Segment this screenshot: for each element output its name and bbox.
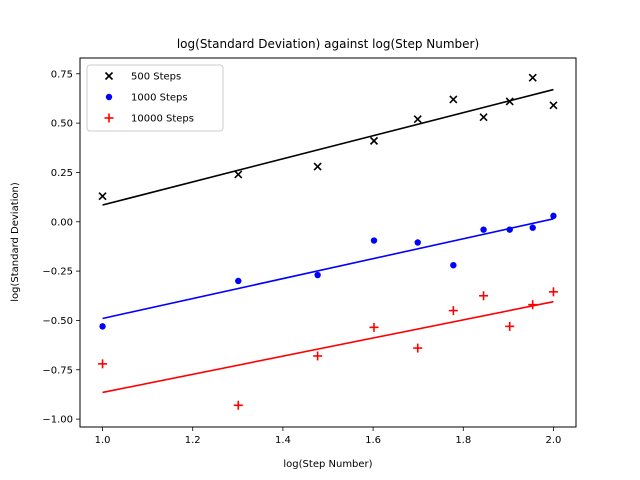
data-point <box>550 212 557 220</box>
legend-label: 1000 Steps <box>131 93 188 104</box>
fit-line <box>102 300 554 394</box>
series-2 <box>99 212 557 330</box>
data-point <box>370 237 378 244</box>
x-tick-label: 1.8 <box>455 435 471 446</box>
y-tick-label: −0.50 <box>42 316 73 327</box>
data-point <box>99 323 106 330</box>
data-point <box>449 95 458 104</box>
legend-marker <box>104 71 114 81</box>
data-point <box>369 322 379 332</box>
chart-title: log(Standard Deviation) against log(Step… <box>177 37 479 51</box>
legend-marker <box>105 93 113 101</box>
data-point <box>479 113 488 122</box>
data-point <box>505 321 515 331</box>
data-point <box>313 351 323 361</box>
fit-line <box>102 218 554 320</box>
legend-marker <box>104 113 114 123</box>
series-3 <box>98 287 558 410</box>
data-point <box>369 136 379 145</box>
x-axis: 1.0 1.2 1.4 1.6 1.8 2.0 <box>95 427 562 446</box>
data-point <box>313 162 322 171</box>
legend: 500 Steps 1000 Steps 10000 Steps <box>86 64 224 132</box>
y-tick-label: 0.50 <box>51 119 73 130</box>
plot-frame <box>79 57 577 428</box>
data-point <box>98 359 108 369</box>
y-axis-label: log(Standard Deviation) <box>10 182 21 302</box>
y-tick-label: −1.00 <box>42 415 73 426</box>
legend-item: 10000 Steps <box>104 113 194 125</box>
legend-label: 10000 Steps <box>131 114 194 125</box>
data-point <box>413 115 422 124</box>
legend-box <box>86 64 224 132</box>
y-tick-label: 0.00 <box>51 217 73 228</box>
legend-label: 500 Steps <box>131 72 181 83</box>
data-point <box>528 73 537 82</box>
data-point <box>448 306 458 316</box>
y-tick-label: 0.75 <box>51 69 73 80</box>
data-point <box>233 400 243 410</box>
data-point <box>314 271 321 279</box>
data-point <box>549 101 558 110</box>
data-point <box>480 226 487 233</box>
x-tick-label: 1.4 <box>275 435 291 446</box>
data-point <box>528 300 538 310</box>
y-tick-label: −0.25 <box>42 267 73 278</box>
x-tick-label: 2.0 <box>546 435 562 446</box>
legend-item: 1000 Steps <box>105 93 188 104</box>
data-point <box>450 261 457 269</box>
x-tick-label: 1.6 <box>365 435 381 446</box>
data-point <box>414 239 421 246</box>
x-axis-label: log(Step Number) <box>283 459 372 470</box>
y-tick-label: 0.25 <box>51 168 73 179</box>
x-tick-label: 1.0 <box>95 435 111 446</box>
data-point <box>234 170 243 179</box>
y-axis: −1.00 −0.75 −0.50 −0.25 0.00 0.25 0.50 0.75 <box>42 69 80 426</box>
y-tick-label: −0.75 <box>42 365 73 376</box>
x-tick-label: 1.2 <box>185 435 201 446</box>
data-point <box>505 97 514 106</box>
series-1 <box>98 73 558 206</box>
data-point <box>506 226 513 233</box>
data-point <box>479 291 489 301</box>
data-point <box>529 224 536 231</box>
legend-item: 500 Steps <box>104 71 181 83</box>
data-point <box>413 343 423 353</box>
data-point <box>98 192 107 201</box>
plot-area <box>98 73 558 410</box>
data-point <box>235 277 242 285</box>
fit-line <box>102 88 554 206</box>
data-point <box>548 287 558 297</box>
